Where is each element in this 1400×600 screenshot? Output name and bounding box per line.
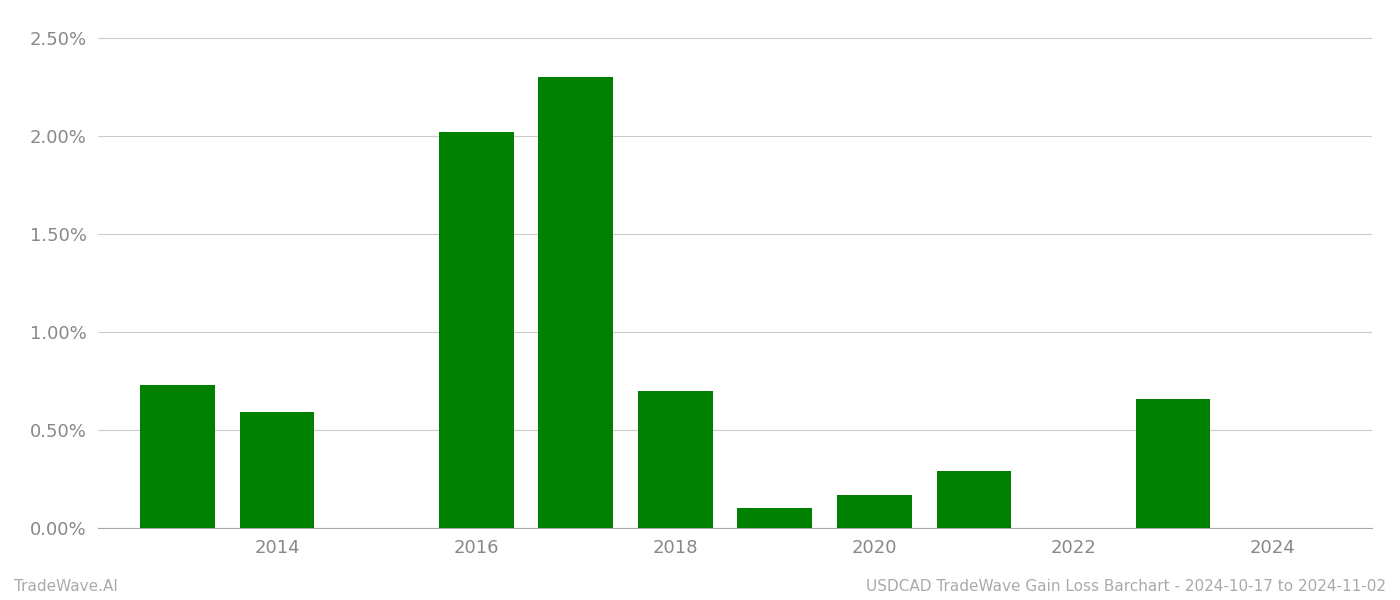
Text: USDCAD TradeWave Gain Loss Barchart - 2024-10-17 to 2024-11-02: USDCAD TradeWave Gain Loss Barchart - 20… xyxy=(867,579,1386,594)
Bar xyxy=(239,412,315,528)
Bar xyxy=(438,132,514,528)
Bar xyxy=(738,508,812,528)
Bar xyxy=(937,471,1011,528)
Bar xyxy=(837,494,911,528)
Bar xyxy=(1135,398,1210,528)
Text: TradeWave.AI: TradeWave.AI xyxy=(14,579,118,594)
Bar xyxy=(539,77,613,528)
Bar xyxy=(140,385,216,528)
Bar xyxy=(638,391,713,528)
